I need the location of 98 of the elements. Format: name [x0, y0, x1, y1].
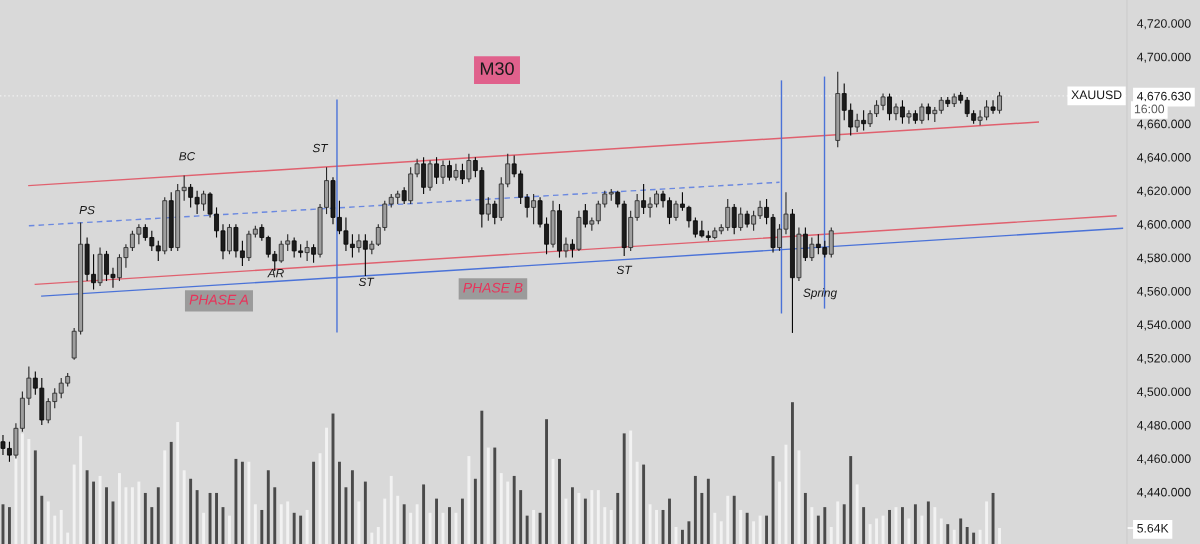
y-tick-label: 4,700.000 — [1137, 52, 1191, 63]
bar — [234, 458, 238, 544]
bar — [493, 447, 497, 544]
annotation: ST — [312, 143, 329, 153]
bar — [823, 507, 827, 544]
bar — [266, 470, 270, 544]
y-tick-label: 4,540.000 — [1137, 320, 1191, 331]
annotation: PHASE A — [189, 294, 249, 305]
bar — [926, 501, 930, 544]
bar — [92, 481, 96, 544]
bar — [435, 498, 438, 544]
bar — [700, 492, 704, 544]
bar — [363, 481, 367, 544]
bar — [350, 470, 354, 544]
bar — [473, 478, 477, 544]
bar — [240, 461, 244, 544]
bar — [693, 475, 697, 544]
bar — [680, 529, 684, 544]
annotation: PHASE B — [463, 282, 523, 293]
bar — [7, 507, 11, 544]
bar — [616, 492, 620, 544]
bar — [169, 441, 173, 544]
y-tick-label: 4,676.630 — [1137, 91, 1191, 102]
bar — [525, 515, 529, 544]
bar — [40, 495, 44, 544]
bar — [299, 515, 303, 544]
bar — [519, 490, 523, 544]
bar — [208, 492, 212, 544]
bar — [480, 410, 484, 544]
bar — [538, 512, 542, 544]
bar — [790, 402, 794, 544]
bar — [143, 492, 147, 544]
annotation: AR — [267, 269, 284, 278]
bar — [687, 521, 691, 544]
bar — [959, 518, 963, 544]
bar — [195, 490, 199, 544]
y2-tick-label: 5.64K — [1137, 523, 1169, 533]
bar — [972, 532, 976, 544]
bar — [706, 478, 710, 544]
bar — [512, 475, 516, 544]
y-tick-label: 4,620.000 — [1137, 186, 1191, 197]
bar — [583, 498, 587, 544]
bar — [913, 504, 917, 544]
bar — [344, 487, 348, 544]
ref-line-label: XAUUSD — [1071, 90, 1122, 100]
bar — [338, 461, 341, 544]
bar — [765, 515, 769, 544]
bar — [849, 456, 853, 544]
annotation: PS — [79, 205, 95, 215]
bar — [260, 509, 264, 544]
bar — [150, 507, 154, 544]
text: M30 — [480, 62, 514, 76]
bar — [189, 478, 193, 544]
bar — [105, 487, 108, 544]
bar — [888, 509, 891, 544]
bar — [570, 487, 574, 544]
bar — [842, 504, 846, 544]
bar — [312, 461, 316, 544]
y-tick-label: 4,600.000 — [1137, 220, 1191, 231]
bar — [816, 515, 820, 544]
bar — [156, 487, 160, 544]
y-tick-label: 4,640.000 — [1137, 153, 1191, 164]
y-tick-label: 4,480.000 — [1137, 420, 1191, 431]
bar — [901, 507, 904, 544]
bar — [215, 492, 218, 544]
y-tick-label: 4,660.000 — [1137, 119, 1191, 130]
bar — [668, 498, 671, 544]
candlestick — [828, 226, 834, 259]
bar — [292, 512, 296, 544]
annotation: BC — [179, 152, 196, 161]
bar — [946, 524, 950, 544]
y-tick-label: 4,500.000 — [1137, 387, 1191, 398]
y-tick-label: 4,520.000 — [1137, 353, 1191, 365]
y-tick-label: 4,440.000 — [1137, 487, 1191, 498]
text: 16:00 — [1134, 104, 1165, 114]
bar — [460, 498, 464, 544]
bar — [745, 512, 749, 544]
y-tick-label: 4,580.000 — [1137, 253, 1191, 264]
bar — [402, 504, 406, 544]
bar — [991, 492, 995, 544]
bar — [732, 495, 736, 544]
bar — [545, 419, 548, 544]
bar — [85, 470, 89, 544]
bar — [422, 484, 426, 544]
bar — [965, 526, 969, 544]
y-tick-label: 4,460.000 — [1137, 454, 1191, 465]
bar — [642, 464, 646, 544]
bar — [862, 507, 866, 544]
annotation: ST — [616, 265, 633, 275]
bar — [622, 433, 626, 544]
bar — [33, 450, 37, 544]
bar — [558, 458, 561, 544]
bar — [803, 492, 807, 544]
bar — [273, 487, 277, 544]
bar — [448, 507, 451, 544]
y-tick-label: 4,560.000 — [1137, 286, 1191, 298]
annotation: ST — [358, 277, 375, 287]
y-tick-label: 4,720.000 — [1137, 19, 1191, 30]
